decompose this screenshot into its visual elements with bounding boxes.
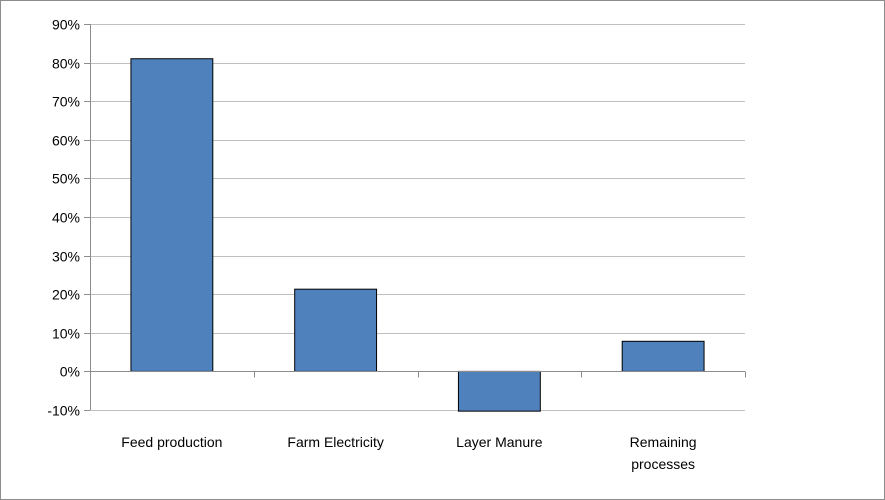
x-tick-label: Farm Electricity (287, 434, 383, 450)
y-tick-label: 50% (52, 171, 80, 187)
y-tick-label: -10% (47, 403, 80, 419)
bar (294, 288, 378, 372)
labels: -10% 0% 10% 20% 30% 40% 50% 60% 70% 80% 90% Feed pr… (47, 17, 696, 473)
y-tick-label: 20% (52, 287, 80, 303)
y-tick-label: 10% (52, 326, 80, 342)
y-tick-label: 40% (52, 210, 80, 226)
y-tick-label: 70% (52, 94, 80, 110)
y-tick-label: 30% (52, 249, 80, 265)
y-tick-label: 90% (52, 17, 80, 33)
y-tick-label: 80% (52, 56, 80, 72)
bar (130, 58, 214, 372)
y-tick-label: 0% (60, 364, 80, 380)
bar (621, 340, 705, 372)
bar (457, 370, 541, 412)
x-tick-label: Feed production (121, 434, 222, 450)
x-tick-label: Remaining processes (630, 434, 697, 472)
y-tick-label: 60% (52, 133, 80, 149)
x-tick-label: Layer Manure (456, 434, 543, 450)
bars (130, 58, 705, 412)
axes (84, 24, 746, 411)
